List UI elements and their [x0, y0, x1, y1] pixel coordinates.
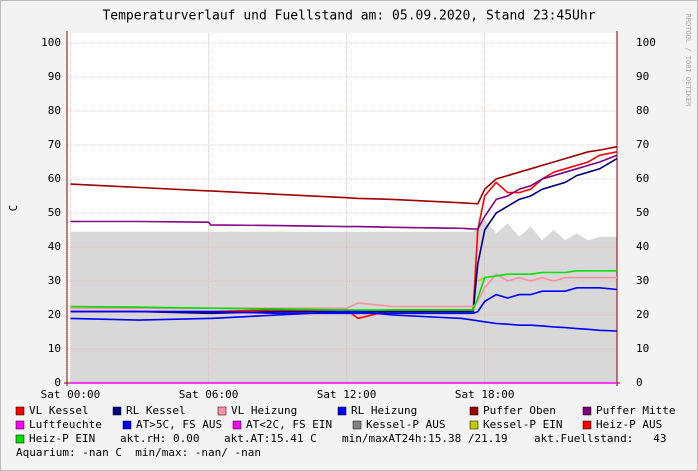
info-text: akt.AT:15.41 C: [224, 432, 317, 445]
series-line: [70, 154, 618, 230]
y-tick-label: 70: [48, 138, 61, 151]
y-tick-label: 80: [48, 104, 61, 117]
y-tick-label: 90: [48, 70, 61, 83]
y2-tick-label: 20: [636, 308, 649, 321]
y2-tick-label: 80: [636, 104, 649, 117]
series-line: [477, 276, 486, 282]
chart-title: Temperaturverlauf und Fuellstand am: 05.…: [102, 9, 595, 24]
legend-label: RL Kessel: [126, 404, 186, 417]
legend-label: Heiz-P EIN: [29, 432, 95, 445]
legend-label: AT>5C, FS AUS: [136, 418, 222, 431]
legend-label: RL Heizung: [351, 404, 417, 417]
y2-tick-label: 40: [636, 240, 649, 253]
legend-swatch: [217, 406, 227, 416]
legend-swatch: [469, 420, 479, 430]
y2-tick-label: 100: [636, 36, 656, 49]
legend-swatch: [122, 420, 132, 430]
info-text: Aquarium: -nan C min/max: -nan/ -nan: [16, 446, 261, 459]
y2-tick-label: 0: [636, 376, 643, 389]
watermark: RRDTOOL / TOBI OETIKER: [684, 14, 692, 108]
legend-label: VL Heizung: [231, 404, 297, 417]
legend-label: Kessel-P AUS: [366, 418, 445, 431]
legend-label: VL Kessel: [29, 404, 89, 417]
legend-swatch: [112, 406, 122, 416]
x-tick-label: Sat 00:00: [41, 388, 101, 401]
y2-tick-label: 90: [636, 70, 649, 83]
info-text: min/maxAT24h:15.38 /21.19: [342, 432, 508, 445]
legend-swatch: [337, 406, 347, 416]
y2-tick-label: 10: [636, 342, 649, 355]
y-axis-label: C: [7, 205, 20, 212]
legend-swatch: [469, 406, 479, 416]
y-tick-label: 0: [54, 376, 61, 389]
series-line: [70, 145, 618, 205]
legend-swatch: [15, 434, 25, 444]
legend-swatch: [582, 420, 592, 430]
info-text: akt.Fuellstand: 43: [534, 432, 666, 445]
y-tick-label: 100: [41, 36, 61, 49]
x-tick-label: Sat 06:00: [179, 388, 239, 401]
legend-swatch: [232, 420, 242, 430]
area: [70, 219, 617, 383]
x-tick-label: Sat 12:00: [317, 388, 377, 401]
legend-swatch: [15, 420, 25, 430]
y-tick-label: 10: [48, 342, 61, 355]
y-tick-label: 20: [48, 308, 61, 321]
x-tick-label: Sat 18:00: [455, 388, 515, 401]
y-tick-label: 60: [48, 172, 61, 185]
y-tick-label: 40: [48, 240, 61, 253]
legend-swatch: [352, 420, 362, 430]
y2-tick-label: 70: [636, 138, 649, 151]
legend-label: Puffer Mitte: [596, 404, 675, 417]
y2-tick-label: 60: [636, 172, 649, 185]
legend-label: Heiz-P AUS: [596, 418, 662, 431]
legend-label: Kessel-P EIN: [483, 418, 562, 431]
y-tick-label: 50: [48, 206, 61, 219]
series-line: [70, 151, 618, 320]
y-tick-label: 30: [48, 274, 61, 287]
series-line: [70, 287, 618, 315]
info-text: akt.rH: 0.00: [120, 432, 199, 445]
y2-tick-label: 50: [636, 206, 649, 219]
legend-swatch: [15, 406, 25, 416]
y2-tick-label: 30: [636, 274, 649, 287]
series-line: [70, 310, 618, 332]
series-line: [70, 270, 617, 311]
legend-swatch: [582, 406, 592, 416]
legend-label: Puffer Oben: [483, 404, 556, 417]
legend-label: AT<2C, FS EIN: [246, 418, 332, 431]
legend-label: Luftfeuchte: [29, 418, 102, 431]
